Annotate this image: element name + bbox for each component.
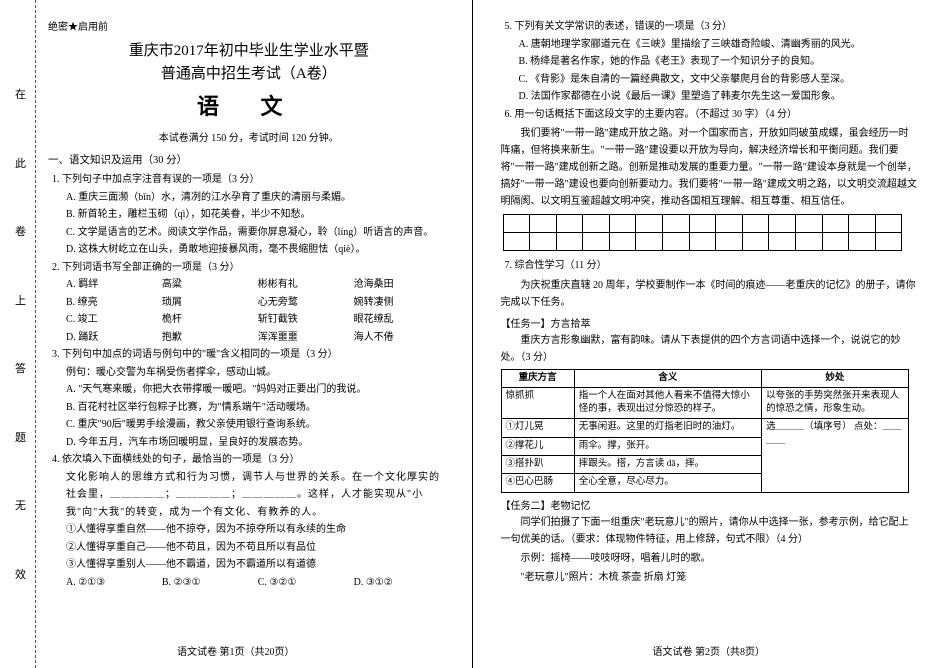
section-1-heading: 一、语文知识及运用（30 分）: [48, 152, 450, 167]
q4: 4. 依次填入下面横线处的句子，最恰当的一项是（3 分）: [52, 451, 450, 469]
q7: 7. 综合性学习（11 分）: [505, 257, 918, 275]
q1: 1. 下列句子中加点字注音有误的一项是（3 分）: [52, 171, 450, 189]
q2-row-a: A. 羁绊高粱彬彬有礼沧海桑田: [66, 276, 450, 294]
page-1: 在 此 卷 上 答 题 无 效 绝密★启用前 重庆市2017年初中毕业生学业水平…: [0, 0, 473, 668]
table-row: ①灯儿晃 无事闲逛。这里的灯指老旧时的油灯。 选＿＿＿（填序号） 点处：＿＿＿＿: [501, 419, 908, 437]
q2: 2. 下列词语书写全部正确的一项是（3 分）: [52, 259, 450, 277]
task-1-text: 重庆方言形象幽默，富有韵味。请从下表提供的四个方言词语中选择一个，说说它的妙处。…: [501, 332, 918, 366]
q1-c: C. 文学是语言的艺术。阅读文学作品，需要你屏息凝心，聆（líng）听语言的声音…: [66, 224, 450, 242]
q3: 3. 下列句中加点的词语与例句中的"暖"含义相同的一项是（3 分）: [52, 346, 450, 364]
q4-opt-3: ③人懂得享重别人——他不霸道，因为不霸道所以有道德: [66, 556, 450, 574]
binding-char: 题: [15, 429, 26, 445]
task-2-items: "老玩意儿"照片：木梳 茶壶 折扇 灯笼: [501, 569, 918, 586]
task-1-heading: 【任务一】方言拾萃: [501, 315, 918, 330]
q1-b: B. 新首轮主，雕栏玉砌（qì），如花美眷，半少不知愁。: [66, 206, 450, 224]
q5-b: B. 杨绛是著名作家，她的作品《老王》表现了一个知识分子的良知。: [519, 53, 918, 71]
task-2-example: 示例：摇椅——吱吱呀呀，唱着儿时的歌。: [501, 550, 918, 567]
binding-char: 无: [15, 497, 26, 513]
q4-passage: 文化影响人的思维方式和行为习惯，调节人与世界的关系。在一个文化厚实的社会里，＿＿…: [66, 469, 450, 522]
q4-opt-2: ②人懂得享重自己——他不苟且，因为不苟且所以有品位: [66, 539, 450, 557]
q3-a: A. "天气寒来暖，你把大衣带撑暖一暖吧。"妈妈对正要出门的我说。: [66, 381, 450, 399]
exam-title-1: 重庆市2017年初中毕业生学业水平暨: [48, 39, 450, 60]
q7-intro: 为庆祝重庆直辖 20 周年，学校要制作一本《时间的痕迹——老重庆的记忆》的册子，…: [501, 277, 918, 311]
q6: 6. 用一句话概括下面这段文字的主要内容。（不超过 30 字）（4 分）: [505, 106, 918, 124]
page-footer-left: 语文试卷 第1页（共20页）: [0, 643, 472, 658]
q5-d: D. 法国作家都德在小说《最后一课》里塑造了韩麦尔先生这一爱国形象。: [519, 88, 918, 106]
answer-grid: [503, 214, 903, 251]
q1-d: D. 这株大树屹立在山头，勇敢地迎接暴风雨，毫不畏缩胆怯（qiè）。: [66, 241, 450, 259]
q5: 5. 下列有关文学常识的表述，错误的一项是（3 分）: [505, 18, 918, 36]
binding-char: 上: [15, 292, 26, 308]
secret-label: 绝密★启用前: [48, 18, 450, 33]
subject-title: 语 文: [48, 89, 450, 121]
q6-passage: 我们要将"一带一路"建成开放之路。对一个国家而言，开放如同破茧成蝶，虽会经历一时…: [501, 125, 918, 210]
q4-choices: A. ②①③ B. ②③① C. ③②① D. ③①②: [66, 574, 450, 592]
q3-d: D. 今年五月，汽车市场回暖明显，呈良好的发展态势。: [66, 434, 450, 452]
dialect-table: 重庆方言 含义 妙处 惊抓抓 指一个人在面对其他人看来不值得大惊小怪的事，表现出…: [501, 369, 909, 493]
binding-char: 答: [15, 360, 26, 376]
page-footer-right: 语文试卷 第2页（共8页）: [473, 643, 945, 658]
q1-a: A. 重庆三面濒（bīn）水，清冽的江水孕育了重庆的清丽与柔媚。: [66, 189, 450, 207]
q5-c: C. 《背影》是朱自清的一篇经典散文，文中父亲攀爬月台的背影感人至深。: [519, 71, 918, 89]
binding-margin: 在 此 卷 上 答 题 无 效: [6, 0, 36, 668]
q3-b: B. 百花村社区举行包粽子比赛，为"情系端午"活动暖场。: [66, 399, 450, 417]
task-2-text: 同学们拍摄了下面一组重庆"老玩意儿"的照片，请你从中选择一张，参考示例，给它配上…: [501, 514, 918, 548]
q2-row-d: D. 踊跃抱歉浑浑噩噩海人不倦: [66, 329, 450, 347]
task-2-heading: 【任务二】老物记忆: [501, 497, 918, 512]
q3-ex: 例句：暖心交警为车祸受伤者撑伞，感动山城。: [66, 364, 450, 382]
binding-char: 在: [15, 86, 26, 102]
exam-info: 本试卷满分 150 分，考试时间 120 分钟。: [48, 129, 450, 144]
binding-char: 卷: [15, 223, 26, 239]
exam-title-2: 普通高中招生考试（A卷）: [48, 62, 450, 83]
q3-c: C. 重庆"90后"暖男手绘漫画，教父亲使用银行查询系统。: [66, 416, 450, 434]
binding-char: 此: [15, 155, 26, 171]
q5-a: A. 唐朝地理学家郦道元在《三峡》里描绘了三峡雄奇险峻、清幽秀丽的风光。: [519, 36, 918, 54]
binding-char: 效: [15, 566, 26, 582]
q4-opt-1: ①人懂得享重自然——他不掠夺，因为不掠夺所以有永续的生命: [66, 521, 450, 539]
table-row: 惊抓抓 指一个人在面对其他人看来不值得大惊小怪的事，表现出过分惊恐的样子。 以夸…: [501, 387, 908, 419]
page-2: 5. 下列有关文学常识的表述，错误的一项是（3 分） A. 唐朝地理学家郦道元在…: [473, 0, 945, 668]
q2-row-c: C. 竣工桅杆斩钉截铁眼花缭乱: [66, 311, 450, 329]
table-head-row: 重庆方言 含义 妙处: [501, 369, 908, 387]
q2-row-b: B. 缭亮琐屑心无旁鹜婉转凄侧: [66, 294, 450, 312]
